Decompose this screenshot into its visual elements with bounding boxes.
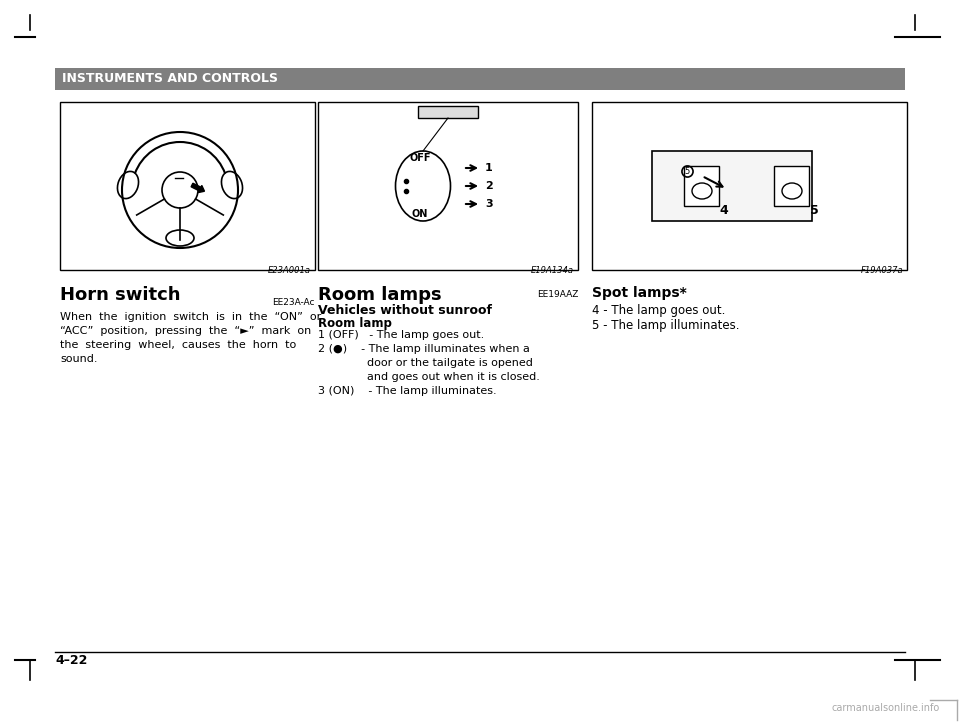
Bar — [684, 166, 719, 206]
Text: the  steering  wheel,  causes  the  horn  to: the steering wheel, causes the horn to — [60, 340, 297, 350]
Text: E19A134a: E19A134a — [531, 266, 574, 275]
Text: 2: 2 — [485, 181, 492, 191]
Text: 5: 5 — [684, 166, 689, 176]
Bar — [318, 102, 578, 270]
Text: Horn switch: Horn switch — [60, 286, 180, 304]
Text: OFF: OFF — [409, 153, 431, 163]
Text: Room lamp: Room lamp — [318, 317, 392, 330]
Text: sound.: sound. — [60, 354, 98, 364]
Text: “ACC”  position,  pressing  the  “►”  mark  on: “ACC” position, pressing the “►” mark on — [60, 326, 311, 336]
Text: 4–22: 4–22 — [55, 654, 87, 667]
Text: 3 (ON)    - The lamp illuminates.: 3 (ON) - The lamp illuminates. — [318, 386, 496, 396]
Text: 5 - The lamp illuminates.: 5 - The lamp illuminates. — [592, 319, 739, 332]
Text: ON: ON — [412, 209, 428, 219]
Text: 4: 4 — [720, 204, 729, 217]
Text: When  the  ignition  switch  is  in  the  “ON”  or: When the ignition switch is in the “ON” … — [60, 312, 322, 322]
Text: EE23A-Ac: EE23A-Ac — [273, 298, 315, 307]
Bar — [652, 151, 812, 221]
Text: door or the tailgate is opened: door or the tailgate is opened — [318, 358, 533, 368]
Text: Vehicles without sunroof: Vehicles without sunroof — [318, 304, 492, 317]
Text: EE19AAZ: EE19AAZ — [537, 290, 578, 299]
Bar — [418, 106, 478, 118]
Bar — [774, 166, 809, 206]
Bar — [592, 102, 907, 270]
Text: 3: 3 — [485, 199, 492, 209]
Bar — [60, 102, 315, 270]
Text: 1 (OFF)   - The lamp goes out.: 1 (OFF) - The lamp goes out. — [318, 330, 484, 340]
Text: and goes out when it is closed.: and goes out when it is closed. — [318, 372, 540, 382]
Text: 5: 5 — [809, 204, 818, 217]
Text: F19A037a: F19A037a — [860, 266, 903, 275]
FancyArrow shape — [191, 183, 204, 192]
Text: Room lamps: Room lamps — [318, 286, 442, 304]
Text: 4 - The lamp goes out.: 4 - The lamp goes out. — [592, 304, 726, 317]
Text: 1: 1 — [485, 163, 492, 173]
FancyBboxPatch shape — [55, 68, 905, 90]
Text: E23A001a: E23A001a — [268, 266, 311, 275]
Text: INSTRUMENTS AND CONTROLS: INSTRUMENTS AND CONTROLS — [62, 72, 278, 85]
Text: carmanualsonline.info: carmanualsonline.info — [831, 703, 940, 713]
Text: Spot lamps*: Spot lamps* — [592, 286, 686, 300]
Text: 2 (●)    - The lamp illuminates when a: 2 (●) - The lamp illuminates when a — [318, 344, 530, 354]
